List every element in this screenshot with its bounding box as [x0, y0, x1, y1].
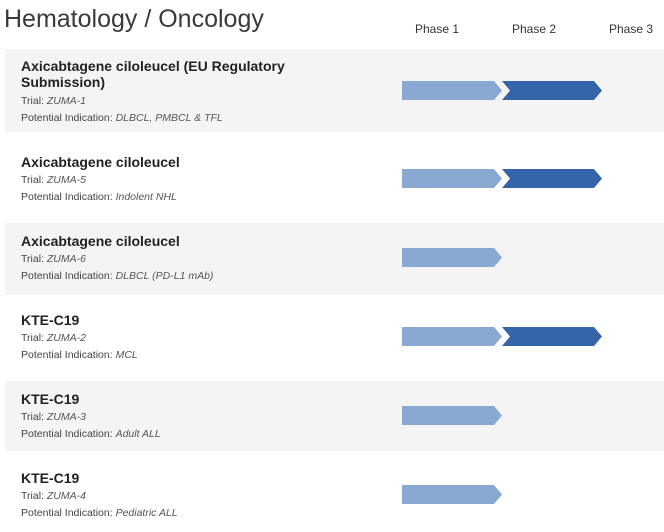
- trial-value: ZUMA-3: [46, 411, 86, 423]
- trial-line: Trial: ZUMA-1: [21, 95, 86, 107]
- phase-2-arrow: [502, 169, 602, 188]
- indication-line: Potential Indication: Pediatric ALL: [21, 507, 178, 519]
- indication-label: Potential Indication:: [21, 349, 113, 361]
- phase-1-arrow: [402, 327, 502, 346]
- indication-line: Potential Indication: Indolent NHL: [21, 191, 177, 203]
- trial-value: ZUMA-5: [46, 174, 86, 186]
- indication-value: MCL: [115, 349, 138, 361]
- trial-value: ZUMA-4: [46, 490, 86, 502]
- indication-value: Pediatric ALL: [115, 507, 178, 519]
- phase-1-arrow: [402, 406, 502, 425]
- pipeline-row: Axicabtagene ciloleucel (EU Regulatory S…: [5, 49, 664, 132]
- indication-value: Indolent NHL: [115, 191, 177, 203]
- phase-arrows: [402, 169, 602, 188]
- trial-line: Trial: ZUMA-5: [21, 174, 86, 186]
- pipeline-row: Axicabtagene ciloleucel Trial: ZUMA-5 Po…: [5, 144, 664, 216]
- phase-1-arrow: [402, 248, 502, 267]
- trial-label: Trial:: [21, 95, 44, 107]
- pipeline-row: Axicabtagene ciloleucel Trial: ZUMA-6 Po…: [5, 223, 664, 295]
- indication-label: Potential Indication:: [21, 507, 113, 519]
- trial-label: Trial:: [21, 411, 44, 423]
- drug-name: KTE-C19: [21, 391, 80, 407]
- drug-name: Axicabtagene ciloleucel (EU Regulatory S…: [21, 58, 285, 90]
- indication-line: Potential Indication: DLBCL, PMBCL & TFL: [21, 112, 223, 124]
- phase-progress-bar: [402, 327, 664, 346]
- phase-1-arrow: [402, 485, 502, 504]
- indication-line: Potential Indication: DLBCL (PD-L1 mAb): [21, 270, 213, 282]
- phase-arrows: [402, 327, 602, 346]
- trial-value: ZUMA-1: [46, 95, 86, 107]
- trial-value: ZUMA-6: [46, 253, 86, 265]
- drug-name: KTE-C19: [21, 312, 80, 328]
- phase-1-header: Phase 1: [415, 22, 460, 36]
- pipeline-row: KTE-C19 Trial: ZUMA-4 Potential Indicati…: [5, 460, 664, 530]
- phase-progress-bar: [402, 485, 664, 504]
- indication-label: Potential Indication:: [21, 428, 113, 440]
- trial-line: Trial: ZUMA-2: [21, 332, 86, 344]
- trial-label: Trial:: [21, 490, 44, 502]
- phase-1-arrow: [402, 169, 502, 188]
- trial-line: Trial: ZUMA-6: [21, 253, 86, 265]
- indication-value: Adult ALL: [115, 428, 161, 440]
- phase-arrows: [402, 248, 502, 267]
- drug-name: Axicabtagene ciloleucel: [21, 233, 180, 249]
- phase-1-arrow: [402, 81, 502, 100]
- phase-progress-bar: [402, 248, 664, 267]
- indication-value: DLBCL (PD-L1 mAb): [115, 270, 214, 282]
- indication-line: Potential Indication: MCL: [21, 349, 138, 361]
- trial-label: Trial:: [21, 253, 44, 265]
- indication-line: Potential Indication: Adult ALL: [21, 428, 161, 440]
- phase-progress-bar: [402, 406, 664, 425]
- indication-label: Potential Indication:: [21, 112, 113, 124]
- phase-progress-bar: [402, 81, 664, 100]
- phase-arrows: [402, 81, 602, 100]
- pipeline-row: KTE-C19 Trial: ZUMA-3 Potential Indicati…: [5, 381, 664, 451]
- drug-name: KTE-C19: [21, 470, 80, 486]
- trial-line: Trial: ZUMA-4: [21, 490, 86, 502]
- trial-label: Trial:: [21, 174, 44, 186]
- drug-name: Axicabtagene ciloleucel: [21, 154, 180, 170]
- phase-arrows: [402, 406, 502, 425]
- phase-2-arrow: [502, 327, 602, 346]
- indication-label: Potential Indication:: [21, 191, 113, 203]
- phase-2-arrow: [502, 81, 602, 100]
- phase-3-header: Phase 3: [609, 22, 654, 36]
- phase-progress-bar: [402, 169, 664, 188]
- page-title: Hematology / Oncology: [4, 5, 264, 33]
- indication-value: DLBCL, PMBCL & TFL: [115, 112, 223, 124]
- trial-value: ZUMA-2: [46, 332, 86, 344]
- trial-label: Trial:: [21, 332, 44, 344]
- phase-arrows: [402, 485, 502, 504]
- indication-label: Potential Indication:: [21, 270, 113, 282]
- pipeline-row: KTE-C19 Trial: ZUMA-2 Potential Indicati…: [5, 302, 664, 374]
- phase-2-header: Phase 2: [512, 22, 557, 36]
- trial-line: Trial: ZUMA-3: [21, 411, 86, 423]
